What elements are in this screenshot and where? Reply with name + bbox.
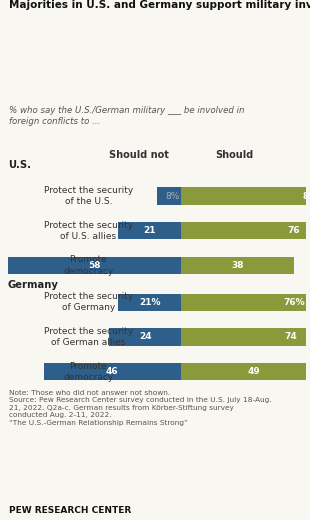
Text: 46: 46 [106,367,119,376]
Text: Should not: Should not [109,150,169,160]
Bar [157,187,181,205]
Text: 8%: 8% [165,191,179,201]
Text: 24: 24 [139,332,151,342]
Bar [181,222,310,239]
Text: PEW RESEARCH CENTER: PEW RESEARCH CENTER [9,506,131,515]
Text: Protect the security
of Germany: Protect the security of Germany [44,292,133,312]
Bar [181,328,310,346]
Text: 49: 49 [247,367,260,376]
Text: 76%: 76% [283,298,305,307]
Text: U.S.: U.S. [8,160,31,171]
Text: Protect the security
of U.S. allies: Protect the security of U.S. allies [44,220,133,241]
Text: 74: 74 [285,332,298,342]
Bar [109,328,181,346]
Bar [44,363,181,380]
Bar [118,222,181,239]
Bar [181,257,294,274]
Bar [118,293,181,311]
Text: Promote
democracy: Promote democracy [63,361,113,382]
Bar [181,293,310,311]
Text: % who say the U.S./German military ___ be involved in
foreign conflicts to ...: % who say the U.S./German military ___ b… [9,106,245,126]
Text: 21%: 21% [139,298,160,307]
Text: 58: 58 [88,261,101,270]
Bar [181,187,310,205]
Text: Protect the security
of German allies: Protect the security of German allies [44,327,133,347]
Bar [8,257,181,274]
Text: Majorities in U.S. and Germany support military involvement in foreign conflicts: Majorities in U.S. and Germany support m… [9,0,310,10]
Text: 76: 76 [288,226,300,235]
Text: 38: 38 [231,261,244,270]
Text: Promote
democracy: Promote democracy [63,255,113,276]
Text: Note: Those who did not answer not shown.
Source: Pew Research Center survey con: Note: Those who did not answer not shown… [9,390,272,426]
Text: Germany: Germany [8,280,59,290]
Text: Should: Should [215,150,254,160]
Text: Protect the security
of the U.S.: Protect the security of the U.S. [44,186,133,206]
Bar [181,363,310,380]
Text: 89%: 89% [303,191,310,201]
Text: 21: 21 [143,226,156,235]
